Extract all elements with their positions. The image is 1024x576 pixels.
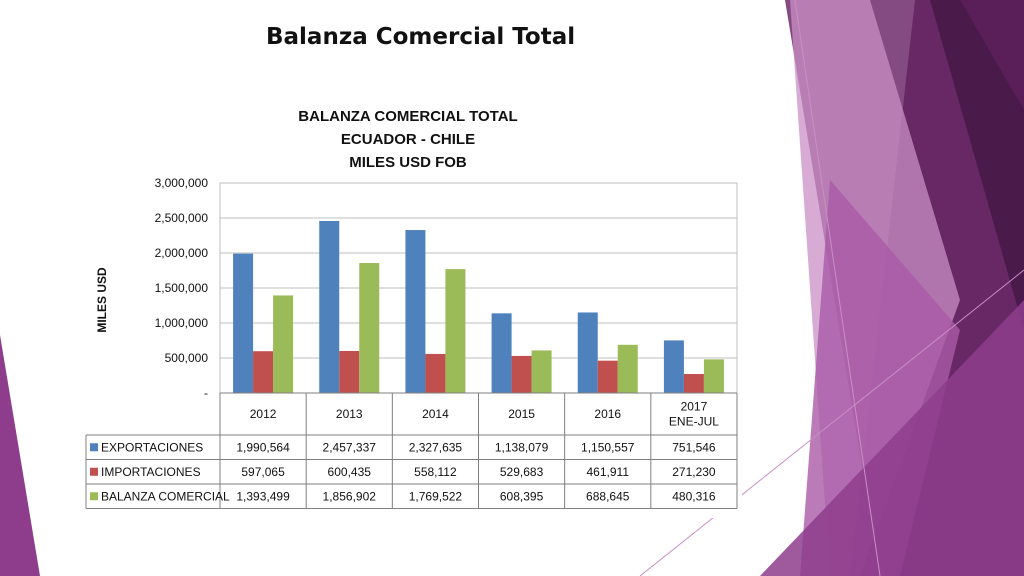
- bar-balanza: [359, 263, 380, 393]
- decor-line-1: [794, 0, 881, 576]
- data-label: 2,457,337: [323, 440, 377, 454]
- bar-balanza: [273, 295, 294, 393]
- data-label: 751,546: [672, 440, 716, 454]
- legend-swatch: [90, 467, 98, 476]
- bar-exportaciones: [319, 220, 340, 393]
- data-label: 461,911: [587, 465, 630, 479]
- left-edge-shape: [0, 335, 40, 576]
- chart-title-line-1: BALANZA COMERCIAL TOTAL: [298, 108, 517, 125]
- y-tick-label: 1,000,000: [155, 316, 209, 330]
- bar-exportaciones: [577, 312, 598, 393]
- data-label: 1,856,902: [323, 489, 377, 503]
- data-label: 558,112: [414, 465, 457, 479]
- data-label: 1,150,557: [581, 440, 635, 454]
- y-tick-label: 500,000: [165, 351, 209, 365]
- bar-exportaciones: [663, 340, 684, 393]
- x-category-label: 2012: [250, 407, 277, 421]
- slide-title: Balanza Comercial Total: [266, 24, 576, 50]
- x-category-label: 2015: [508, 407, 535, 421]
- data-label: 1,769,522: [409, 489, 463, 503]
- x-category-label: 2016: [594, 407, 621, 421]
- right-top-highlight: [960, 0, 1024, 110]
- x-category-label: 2017: [681, 400, 708, 414]
- y-tick-label: 2,000,000: [155, 246, 209, 260]
- y-tick-label: 1,500,000: [155, 281, 209, 295]
- bar-balanza: [445, 269, 466, 393]
- data-label: 1,990,564: [236, 440, 290, 454]
- y-tick-label: -: [204, 386, 208, 400]
- bar-balanza: [617, 344, 638, 393]
- legend-swatch: [90, 492, 98, 501]
- x-category-label: ENE-JUL: [669, 415, 719, 429]
- bar-exportaciones: [233, 253, 254, 393]
- legend-swatch: [90, 443, 98, 452]
- data-label: 1,393,499: [236, 489, 290, 503]
- bars: [233, 220, 724, 393]
- bar-importaciones: [511, 355, 532, 393]
- bottom-magenta-shard: [760, 300, 1024, 576]
- bar-balanza: [531, 350, 552, 393]
- series-name: IMPORTACIONES: [101, 465, 201, 479]
- chart-title-line-2: ECUADOR - CHILE: [341, 131, 475, 148]
- bar-importaciones: [339, 350, 360, 393]
- data-label: 529,683: [500, 465, 544, 479]
- decor-line-2: [639, 269, 1024, 576]
- series-name: EXPORTACIONES: [101, 440, 203, 454]
- series-name: BALANZA COMERCIAL: [101, 489, 230, 503]
- bar-importaciones: [425, 353, 446, 393]
- data-label: 597,065: [241, 465, 285, 479]
- data-label: 608,395: [500, 489, 544, 503]
- x-category-label: 2013: [336, 407, 363, 421]
- y-axis-ticks: - 500,000 1,000,000 1,500,000 2,000,000 2,500…: [155, 176, 209, 400]
- data-label: 1,138,079: [495, 440, 549, 454]
- x-category-label: 2014: [422, 407, 449, 421]
- bar-importaciones: [597, 360, 618, 393]
- data-label: 688,645: [586, 489, 630, 503]
- data-label: 271,230: [672, 465, 716, 479]
- y-tick-label: 3,000,000: [155, 176, 209, 190]
- bar-importaciones: [253, 351, 274, 393]
- bar-balanza: [703, 359, 724, 393]
- y-tick-label: 2,500,000: [155, 211, 209, 225]
- bar-importaciones: [683, 374, 704, 393]
- y-axis-label: MILES USD: [95, 267, 109, 333]
- data-label: 480,316: [672, 489, 716, 503]
- data-label: 600,435: [328, 465, 372, 479]
- data-label: 2,327,635: [409, 440, 463, 454]
- bar-exportaciones: [491, 313, 512, 393]
- chart-title-line-3: MILES USD FOB: [349, 154, 467, 171]
- bar-exportaciones: [405, 230, 426, 393]
